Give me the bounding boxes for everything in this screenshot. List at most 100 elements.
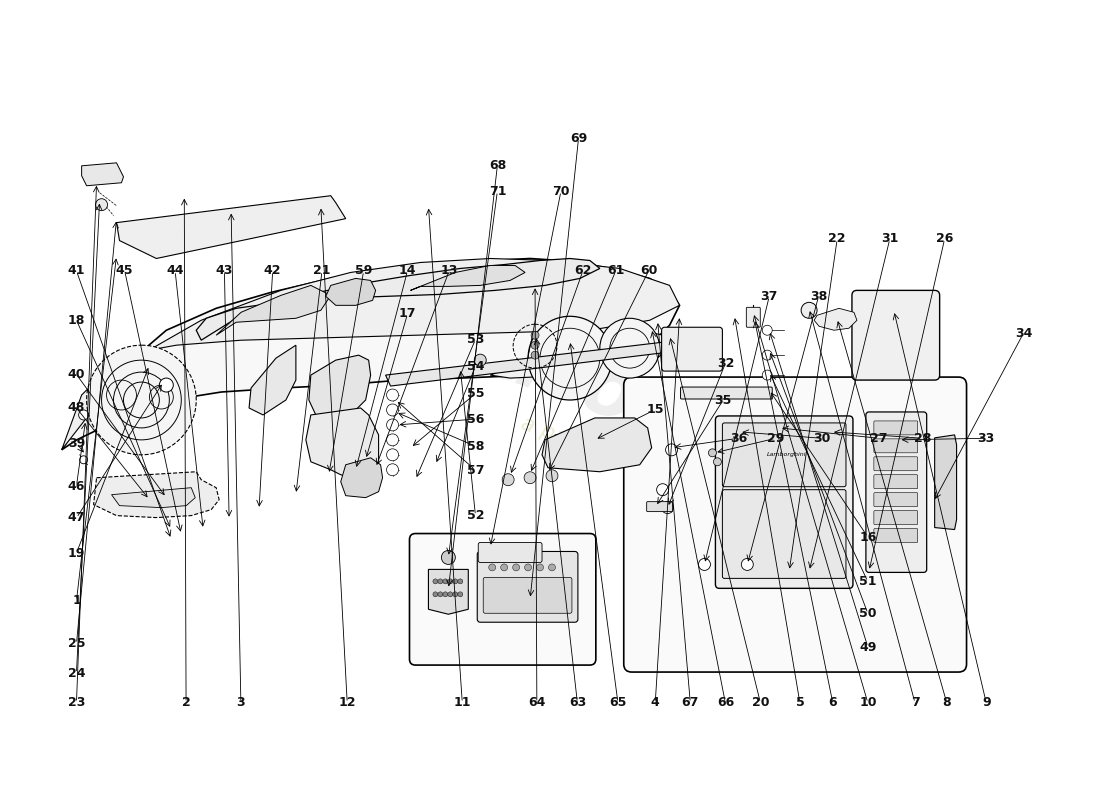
Text: 24: 24 xyxy=(68,667,85,680)
Text: 52: 52 xyxy=(466,509,484,522)
Circle shape xyxy=(537,564,543,571)
Text: 58: 58 xyxy=(466,440,484,453)
Text: 71: 71 xyxy=(488,185,506,198)
Text: 37: 37 xyxy=(760,290,778,303)
Text: 8: 8 xyxy=(943,697,951,710)
Circle shape xyxy=(801,302,817,318)
Text: 57: 57 xyxy=(466,464,484,477)
Circle shape xyxy=(386,464,398,476)
Circle shape xyxy=(762,350,772,360)
Circle shape xyxy=(160,378,174,392)
Polygon shape xyxy=(341,458,383,498)
Circle shape xyxy=(488,564,496,571)
Circle shape xyxy=(708,449,716,457)
Polygon shape xyxy=(306,408,378,478)
Polygon shape xyxy=(326,278,375,306)
Circle shape xyxy=(438,592,443,597)
Text: 32: 32 xyxy=(717,357,734,370)
Text: 29: 29 xyxy=(767,432,784,445)
FancyBboxPatch shape xyxy=(409,534,596,665)
Circle shape xyxy=(386,434,398,446)
Text: 66: 66 xyxy=(717,697,734,710)
FancyBboxPatch shape xyxy=(723,490,846,578)
Polygon shape xyxy=(935,435,957,530)
Circle shape xyxy=(458,592,463,597)
Text: 10: 10 xyxy=(859,697,877,710)
Text: 49: 49 xyxy=(859,641,877,654)
Text: 56: 56 xyxy=(466,413,484,426)
Text: 33: 33 xyxy=(978,432,994,445)
FancyBboxPatch shape xyxy=(723,423,846,486)
Text: 3: 3 xyxy=(236,697,245,710)
Polygon shape xyxy=(196,258,600,340)
Circle shape xyxy=(762,370,772,380)
Circle shape xyxy=(531,342,539,349)
Circle shape xyxy=(762,326,772,335)
Text: 12: 12 xyxy=(339,697,356,710)
Circle shape xyxy=(661,502,673,514)
Text: 69: 69 xyxy=(570,132,587,145)
Text: 21: 21 xyxy=(314,264,331,278)
Text: 45: 45 xyxy=(116,264,133,278)
Text: 70: 70 xyxy=(552,185,570,198)
Circle shape xyxy=(386,419,398,431)
Text: 59: 59 xyxy=(355,264,372,278)
Circle shape xyxy=(657,484,669,496)
Text: 26: 26 xyxy=(936,233,954,246)
Polygon shape xyxy=(249,345,296,415)
Circle shape xyxy=(474,354,486,366)
Text: 60: 60 xyxy=(640,264,658,278)
FancyBboxPatch shape xyxy=(681,387,772,399)
Circle shape xyxy=(433,592,438,597)
Circle shape xyxy=(600,318,660,378)
Circle shape xyxy=(503,474,514,486)
Text: 36: 36 xyxy=(730,432,747,445)
Text: 62: 62 xyxy=(574,264,592,278)
Text: Lamborghini: Lamborghini xyxy=(767,452,806,458)
Circle shape xyxy=(448,579,453,584)
Text: 25: 25 xyxy=(68,638,85,650)
Text: 63: 63 xyxy=(569,697,586,710)
Polygon shape xyxy=(491,332,670,378)
Text: 68: 68 xyxy=(488,159,506,172)
Circle shape xyxy=(438,579,443,584)
Text: 9: 9 xyxy=(982,697,991,710)
Text: 43: 43 xyxy=(216,264,233,278)
Polygon shape xyxy=(81,163,123,186)
Text: 2: 2 xyxy=(182,697,190,710)
Text: 42: 42 xyxy=(264,264,282,278)
Text: 7: 7 xyxy=(911,697,920,710)
Polygon shape xyxy=(111,488,195,508)
Circle shape xyxy=(78,410,89,420)
Circle shape xyxy=(448,592,453,597)
Circle shape xyxy=(443,579,448,584)
Text: 11: 11 xyxy=(453,697,471,710)
Circle shape xyxy=(698,558,711,570)
Text: 65: 65 xyxy=(609,697,627,710)
Text: 34: 34 xyxy=(1015,326,1032,339)
Text: 67: 67 xyxy=(682,697,698,710)
Text: 30: 30 xyxy=(813,432,830,445)
Circle shape xyxy=(513,564,519,571)
Circle shape xyxy=(443,592,448,597)
Circle shape xyxy=(386,389,398,401)
Circle shape xyxy=(714,458,722,466)
Text: 16: 16 xyxy=(859,530,877,544)
Text: 20: 20 xyxy=(751,697,769,710)
Polygon shape xyxy=(386,340,684,386)
Text: 44: 44 xyxy=(166,264,184,278)
Circle shape xyxy=(96,198,108,210)
FancyBboxPatch shape xyxy=(873,439,917,453)
Text: 47: 47 xyxy=(68,511,85,525)
Circle shape xyxy=(386,449,398,461)
FancyBboxPatch shape xyxy=(661,327,723,371)
Circle shape xyxy=(546,470,558,482)
Text: 22: 22 xyxy=(828,233,846,246)
Text: 13: 13 xyxy=(440,264,458,278)
Polygon shape xyxy=(309,355,371,420)
FancyBboxPatch shape xyxy=(873,493,917,506)
Text: 48: 48 xyxy=(68,402,85,414)
FancyBboxPatch shape xyxy=(873,474,917,489)
Text: 1: 1 xyxy=(73,594,80,607)
Text: 50: 50 xyxy=(859,607,877,620)
